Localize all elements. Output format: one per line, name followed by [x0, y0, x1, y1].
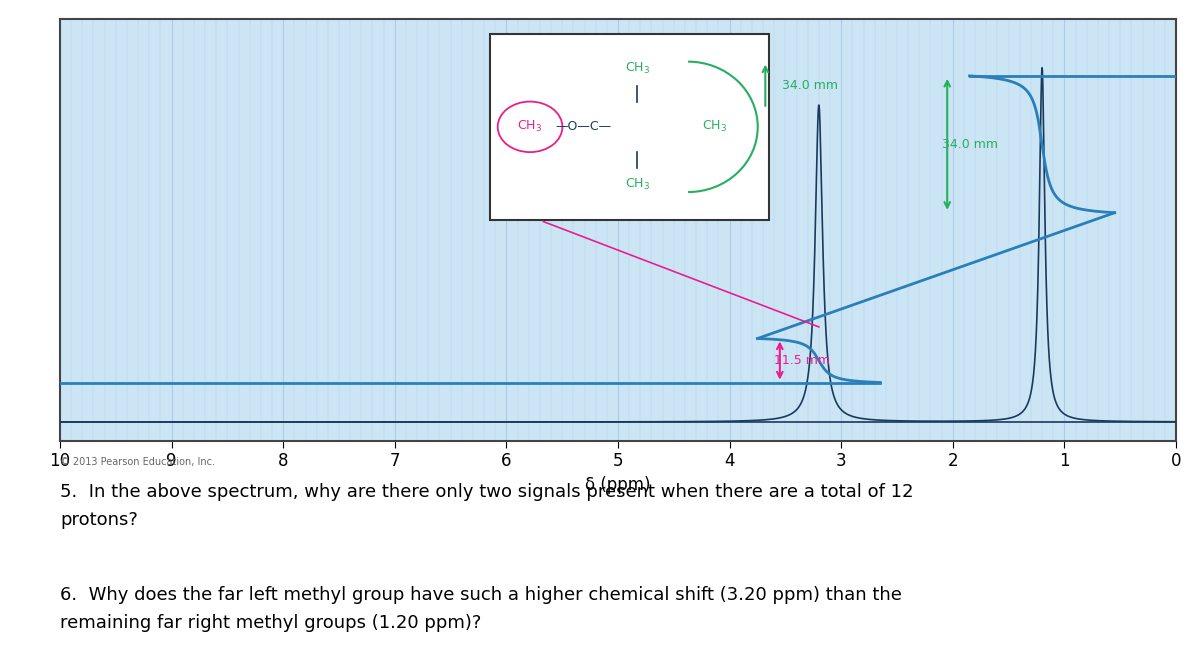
Text: CH$_3$: CH$_3$ [517, 119, 542, 134]
Text: CH$_3$: CH$_3$ [625, 62, 649, 76]
Text: 11.5 mm: 11.5 mm [774, 354, 830, 367]
X-axis label: δ (ppm): δ (ppm) [586, 476, 650, 494]
Text: 5.  In the above spectrum, why are there only two signals present when there are: 5. In the above spectrum, why are there … [60, 483, 913, 529]
Text: 34.0 mm: 34.0 mm [942, 138, 997, 151]
Text: —O—C—: —O—C— [556, 121, 612, 133]
FancyBboxPatch shape [490, 34, 769, 220]
Text: © 2013 Pearson Education, Inc.: © 2013 Pearson Education, Inc. [60, 457, 215, 467]
Text: CH$_3$: CH$_3$ [625, 178, 649, 192]
Text: 34.0 mm: 34.0 mm [782, 78, 838, 91]
Text: 6.  Why does the far left methyl group have such a higher chemical shift (3.20 p: 6. Why does the far left methyl group ha… [60, 586, 902, 632]
Text: CH$_3$: CH$_3$ [702, 119, 727, 134]
